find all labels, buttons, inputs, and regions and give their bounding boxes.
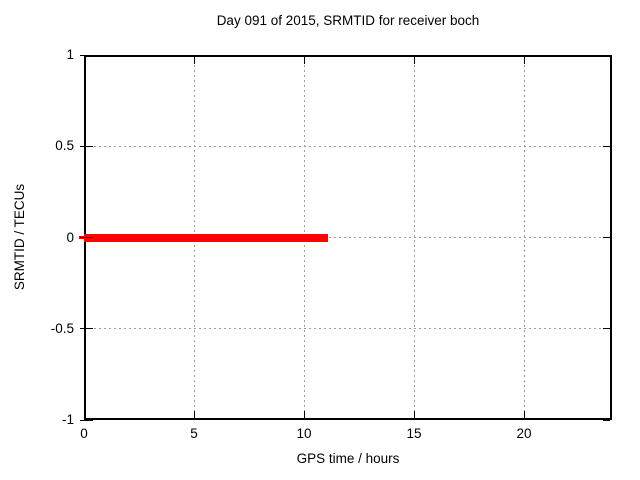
- y-tick-left--0.5: [80, 328, 93, 330]
- y-tick-right-1: [603, 54, 610, 56]
- y-tick-right--1: [603, 419, 610, 421]
- y-tick-label-0: 0: [66, 229, 74, 245]
- y-tick-label--1: -1: [61, 412, 74, 427]
- gridline-y--0.5: [84, 328, 612, 330]
- x-tick-bottom-15: [413, 411, 415, 418]
- y-tick-left--1: [80, 419, 93, 421]
- x-tick-top-10: [303, 57, 305, 64]
- gridline-y-0: [84, 237, 612, 238]
- gridline-y-0.5: [84, 145, 612, 147]
- x-tick-label-0: 0: [80, 426, 88, 441]
- chart-title: Day 091 of 2015, SRMTID for receiver boc…: [216, 13, 480, 28]
- x-tick-label-20: 20: [516, 426, 532, 441]
- x-tick-bottom-10: [303, 411, 305, 418]
- y-tick-right-0: [603, 237, 610, 238]
- y-tick-left-1: [80, 54, 93, 56]
- y-tick-left-0.5: [80, 145, 93, 147]
- y-tick-right--0.5: [603, 328, 610, 330]
- x-tick-bottom-0: [83, 411, 85, 418]
- x-tick-top-20: [523, 57, 525, 64]
- x-tick-top-15: [413, 57, 415, 64]
- x-tick-label-10: 10: [296, 426, 312, 441]
- y-tick-label-0.5: 0.5: [55, 138, 74, 154]
- y-tick-label-1: 1: [66, 47, 74, 62]
- x-tick-top-0: [83, 57, 85, 64]
- x-tick-top-5: [193, 57, 195, 64]
- y-tick-left-0: [80, 237, 93, 238]
- x-tick-bottom-5: [193, 411, 195, 418]
- y-tick-right-0.5: [603, 145, 610, 147]
- x-axis-label: GPS time / hours: [296, 451, 400, 466]
- x-tick-label-15: 15: [406, 426, 422, 441]
- x-tick-label-5: 5: [190, 426, 198, 441]
- x-tick-bottom-20: [523, 411, 525, 418]
- data-series-line-SRMTID-1: [84, 233, 329, 242]
- y-tick-label--0.5: -0.5: [50, 320, 74, 336]
